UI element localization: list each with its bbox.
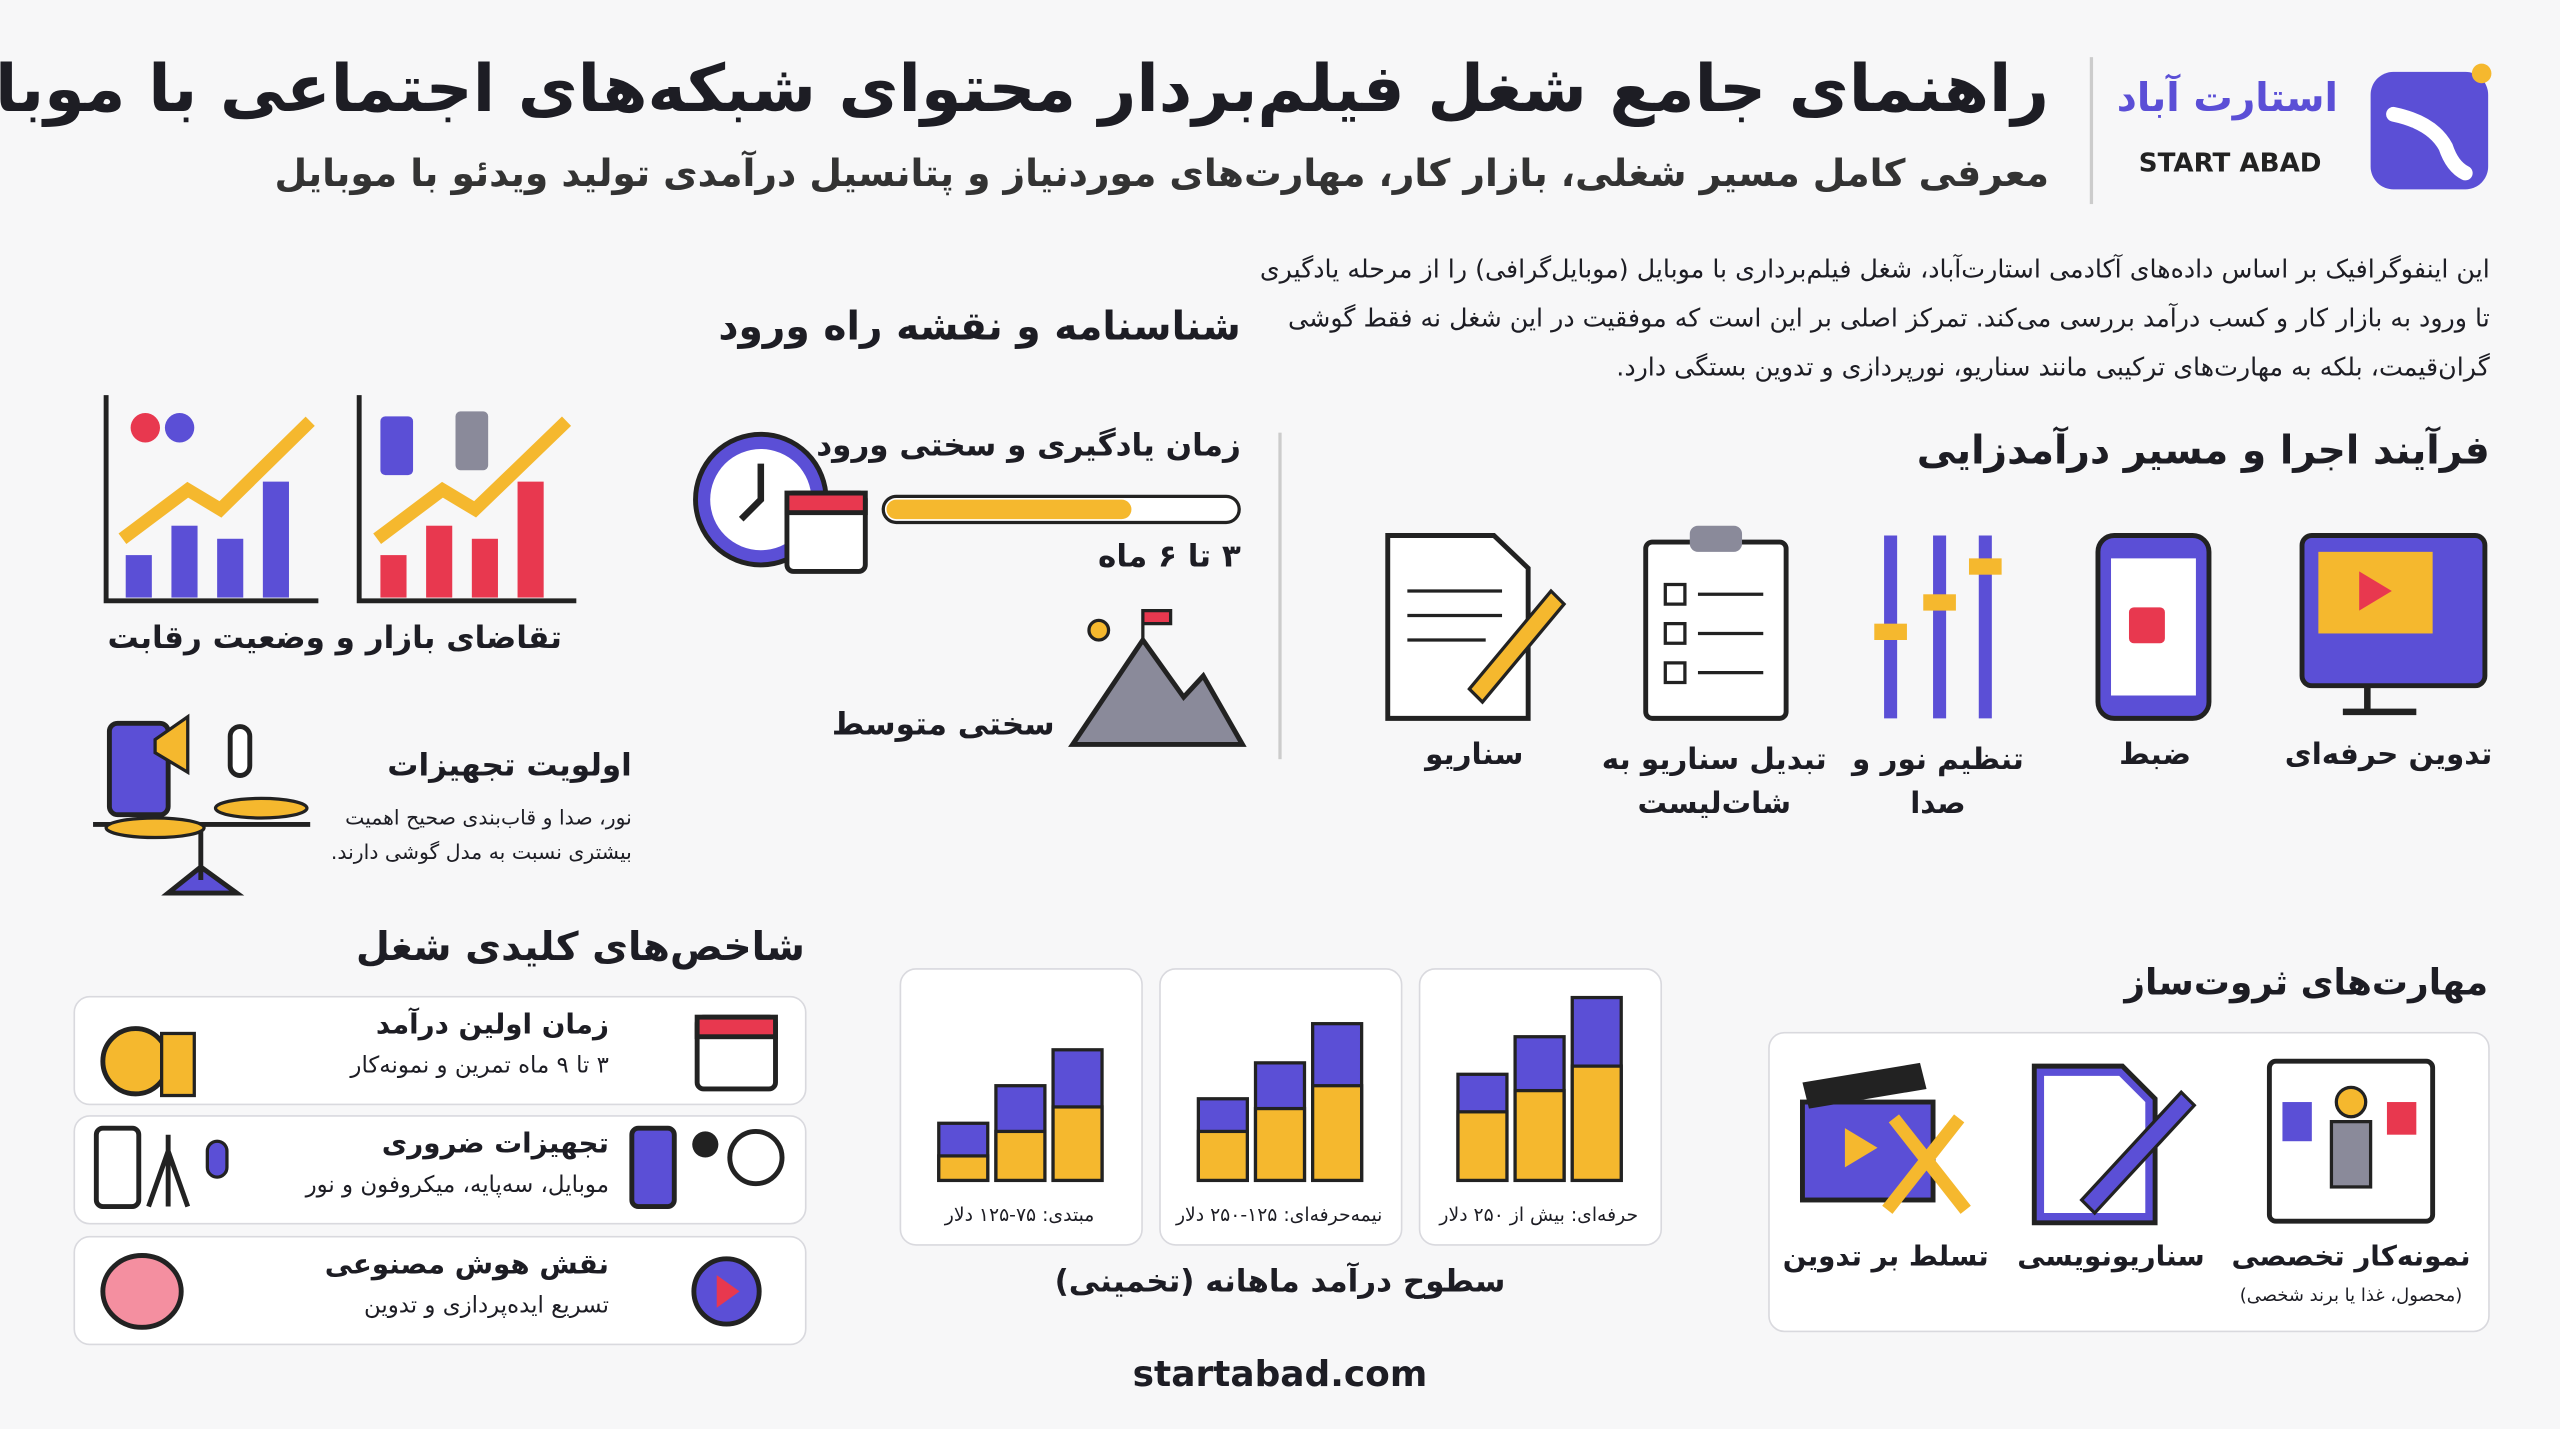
process-step: تنظیم نور و صدا	[1852, 742, 2024, 822]
market-chart-icon	[103, 395, 577, 604]
kpi-title: زمان اولین درآمد	[375, 1008, 609, 1042]
income-bars	[937, 995, 1623, 1183]
kpi-text: موبایل، سه‌پایه، میکروفون و نور	[305, 1172, 609, 1199]
brand-fa: استارت آباد	[2116, 75, 2338, 121]
income-level: حرفه‌ای: بیش از ۲۵۰ دلار	[1439, 1203, 1639, 1227]
mountain-icon	[1068, 608, 1247, 747]
skill-icons	[1799, 1058, 2436, 1226]
skill-label: نمونه‌کار تخصصی	[2231, 1240, 2471, 1274]
market-label: تقاضای بازار و وضعیت رقابت	[107, 620, 562, 657]
footer: startabad.com	[1132, 1355, 1428, 1396]
learning-title: زمان یادگیری و سختی ورود	[816, 427, 1241, 464]
title: راهنمای جامع شغل فیلم‌بردار محتوای شبکه‌…	[0, 52, 2049, 128]
process-step: ضبط	[2119, 737, 2192, 773]
equipment-title: اولویت تجهیزات	[387, 747, 632, 784]
section-title: فرآیند اجرا و مسیر درآمدزایی	[1916, 427, 2490, 474]
process-step: سناریو	[1425, 737, 1524, 773]
income-title: سطوح درآمد ماهانه (تخمینی)	[1054, 1263, 1506, 1300]
difficulty: سختی متوسط	[831, 706, 1055, 743]
kpi-title: نقش هوش مصنوعی	[324, 1248, 609, 1282]
learning-value: ۳ تا ۶ ماه	[1098, 538, 1241, 575]
divider	[1278, 432, 1281, 760]
process-step: تبدیل سناریو به شات‌لیست	[1601, 742, 1827, 822]
section-title: شناسنامه و نقشه راه ورود	[718, 303, 1241, 350]
intro: این اینفوگرافیک بر اساس داده‌های آکادمی …	[1259, 254, 2490, 383]
process-icons	[1385, 525, 2488, 721]
subtitle: معرفی کامل مسیر شغلی، بازار کار، مهارت‌ه…	[274, 153, 2049, 196]
logo	[2370, 63, 2492, 190]
skill-label: تسلط بر تدوین	[1782, 1240, 1989, 1274]
process-step: تدوین حرفه‌ای	[2284, 737, 2493, 773]
kpi-text: تسریع ایده‌پردازی و تدوین	[363, 1293, 609, 1320]
equipment-text: نور، صدا و قاب‌بندی صحیح اهمیت بیشتری نس…	[330, 804, 632, 864]
kpi-icons	[93, 1014, 785, 1330]
kpi-title: تجهیزات ضروری	[381, 1128, 609, 1161]
brand-en: START ABAD	[2138, 146, 2322, 178]
kpi-card	[73, 1235, 807, 1346]
kpi-card	[73, 1115, 807, 1225]
income-level: مبتدی: ۷۵-۱۲۵ دلار	[944, 1203, 1095, 1227]
divider	[2089, 57, 2094, 205]
income-level: نیمه‌حرفه‌ای: ۱۲۵-۲۵۰ دلار	[1175, 1203, 1383, 1227]
section-title: مهارت‌های ثروت‌ساز	[2124, 963, 2489, 1005]
clock-icon	[693, 431, 868, 574]
skill-label: سناریونویسی	[2017, 1240, 2205, 1274]
skill-note: (محصول، غذا یا برند شخصی)	[2239, 1284, 2463, 1307]
progress-bar	[881, 494, 1241, 525]
kpi-text: ۳ تا ۹ ماه تمرین و نمونه‌کار	[350, 1053, 609, 1080]
section-title: شاخص‌های کلیدی شغل	[355, 924, 805, 970]
equipment-icon	[93, 713, 311, 896]
